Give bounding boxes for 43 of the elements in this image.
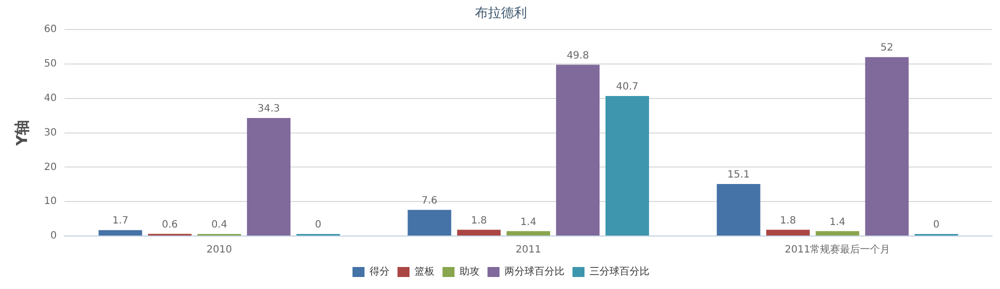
data-label: 1.4 [520, 216, 536, 228]
bar [506, 231, 550, 236]
data-label: 34.3 [258, 104, 280, 115]
bar [408, 210, 452, 236]
bar [98, 230, 142, 236]
y-axis-title: Y轴 [12, 120, 31, 147]
legend-label: 三分球百分比 [590, 266, 650, 278]
bar [556, 64, 600, 236]
data-label: 40.7 [616, 82, 638, 93]
y-tick-label: 60 [44, 24, 57, 36]
data-label: 1.8 [780, 215, 796, 226]
data-label: 0.4 [211, 220, 228, 231]
data-label: 49.8 [566, 50, 589, 62]
data-label: 15.1 [727, 170, 750, 181]
data-label: 52 [880, 42, 894, 54]
bar [716, 184, 760, 236]
data-label: 1.7 [112, 216, 128, 227]
y-tick-label: 50 [44, 58, 57, 70]
legend-label: 两分球百分比 [504, 266, 564, 278]
bar [246, 118, 290, 236]
bar [865, 57, 909, 236]
legend-label: 篮板 [414, 266, 434, 278]
data-label: 0 [933, 220, 940, 231]
y-tick-label: 40 [44, 92, 57, 104]
data-label: 1.8 [470, 215, 487, 226]
y-tick-label: 20 [44, 162, 57, 173]
bar [457, 230, 501, 236]
data-label: 0.6 [162, 220, 178, 231]
bar [766, 230, 810, 236]
y-tick-label: 30 [44, 127, 57, 138]
legend-label: 助攻 [460, 266, 480, 278]
chart-title: 布拉德利 [475, 6, 527, 22]
x-tick-label: 2011常规赛最后一个月 [784, 244, 890, 256]
bar [606, 96, 650, 236]
y-tick-label: 0 [50, 230, 57, 242]
bar [816, 231, 860, 236]
data-label: 7.6 [422, 195, 438, 206]
y-tick-label: 10 [44, 196, 57, 208]
data-label: 0 [314, 220, 322, 231]
x-tick-label: 2011 [516, 244, 542, 256]
data-label: 1.4 [830, 216, 846, 228]
legend-label: 得分 [370, 266, 390, 278]
x-tick-label: 2010 [206, 244, 232, 256]
